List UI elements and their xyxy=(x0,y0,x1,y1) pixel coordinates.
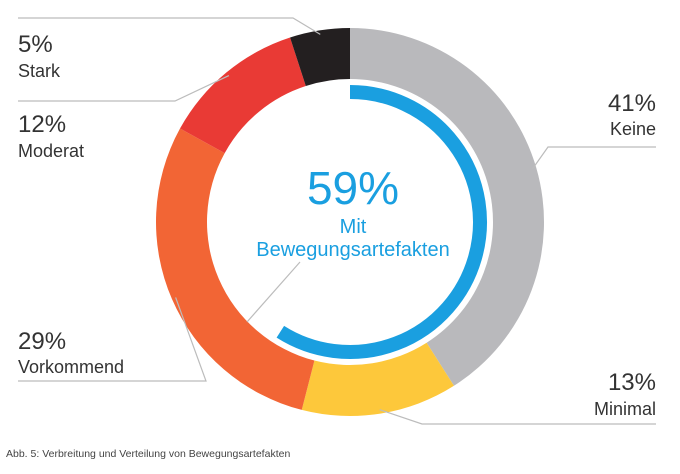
summary-line2: Bewegungsartefakten xyxy=(256,239,449,261)
slice-moderat-pct: 12% xyxy=(18,111,66,138)
donut-chart: 5% Stark 12% Moderat 29% Vorkommend 41% … xyxy=(18,17,656,425)
leader-lines xyxy=(18,17,656,425)
leader-minimal xyxy=(379,409,656,425)
slice-stark-pct: 5% xyxy=(18,31,53,58)
summary-arc xyxy=(276,85,487,359)
slice-moderat-label: Moderat xyxy=(18,141,84,161)
leader-summary xyxy=(246,261,301,323)
leader-moderat xyxy=(18,75,230,102)
slice-minimal-label: Minimal xyxy=(594,399,656,419)
slice-vorkommend xyxy=(156,128,315,410)
slice-vorkommend-pct: 29% xyxy=(18,328,66,355)
slice-stark-label: Stark xyxy=(18,61,61,81)
slice-keine-pct: 41% xyxy=(608,90,656,117)
leader-stark xyxy=(18,17,321,35)
summary-pct: 59% xyxy=(307,162,399,214)
slice-minimal-pct: 13% xyxy=(608,369,656,396)
leader-vorkommend xyxy=(18,297,207,382)
slice-vorkommend-label: Vorkommend xyxy=(18,357,124,377)
figure-caption: Abb. 5: Verbreitung und Verteilung von B… xyxy=(6,448,291,460)
donut-slices xyxy=(156,28,545,416)
slice-moderat xyxy=(179,37,306,154)
leader-keine xyxy=(531,146,656,170)
slice-keine xyxy=(350,28,545,386)
summary-line1: Mit xyxy=(340,216,367,238)
slice-minimal xyxy=(301,342,454,416)
slice-keine-label: Keine xyxy=(610,119,656,139)
slice-stark xyxy=(290,28,350,86)
